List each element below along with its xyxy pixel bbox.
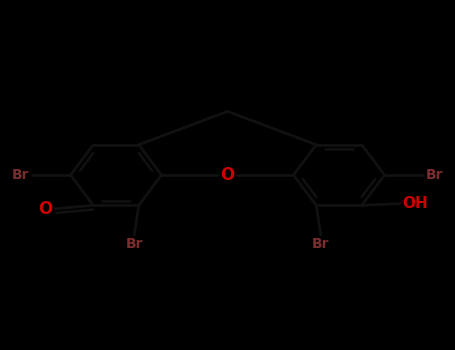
Text: O: O (38, 200, 52, 218)
Text: OH: OH (403, 196, 429, 211)
Text: Br: Br (312, 237, 329, 251)
Text: Br: Br (126, 237, 143, 251)
Text: O: O (220, 166, 235, 184)
Text: Br: Br (12, 168, 30, 182)
Text: Br: Br (425, 168, 443, 182)
